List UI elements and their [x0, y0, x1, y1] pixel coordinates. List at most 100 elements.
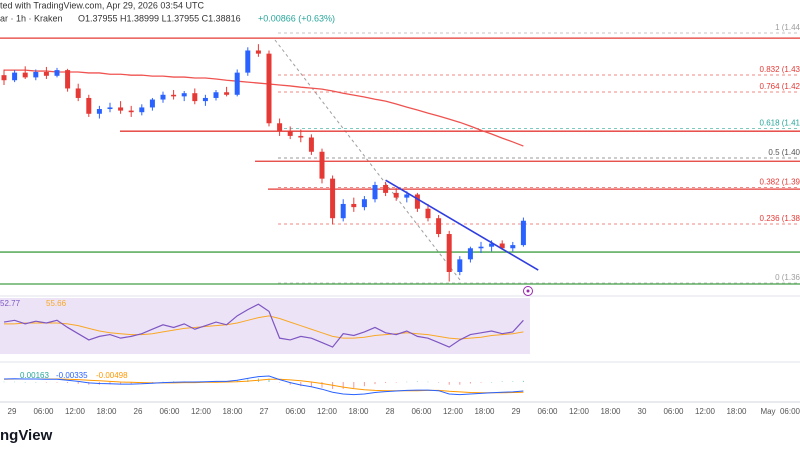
- header-change: +0.00866 (+0.63%): [258, 13, 335, 23]
- candle-body: [160, 94, 166, 100]
- macd-hist: [321, 382, 323, 388]
- rsi-line: [3, 303, 524, 348]
- candle-body: [436, 218, 442, 235]
- macd-hist: [109, 382, 111, 385]
- x-tick-label: 12:00: [317, 407, 338, 416]
- macd-hist: [77, 382, 79, 384]
- fib-label: 0.618 (1.41: [760, 119, 800, 128]
- macd-hist: [310, 382, 312, 387]
- fib-label: 0.236 (1.38: [760, 214, 800, 223]
- x-tick-label: 18:00: [726, 407, 747, 416]
- macd-hist: [374, 382, 376, 385]
- fib-connector: [274, 39, 461, 281]
- macd-hist: [491, 382, 493, 383]
- candle-body: [467, 248, 473, 260]
- macd-hist: [24, 382, 26, 383]
- candle-body: [372, 184, 378, 200]
- candle-body: [457, 259, 463, 272]
- candle-body: [414, 194, 420, 209]
- macd-hist: [438, 382, 440, 383]
- macd-hist: [406, 381, 408, 383]
- macd-hist: [522, 380, 524, 382]
- x-tick-label: 29: [512, 407, 521, 416]
- candle-body: [118, 107, 124, 111]
- candle-body: [234, 72, 240, 95]
- header-source: ted with TradingView.com, Apr 29, 2026 0…: [0, 0, 204, 10]
- x-tick-label: 18:00: [348, 407, 369, 416]
- signal-value: -0.00498: [96, 371, 128, 380]
- candle-body: [255, 50, 261, 54]
- candle-body: [96, 109, 102, 114]
- macd-hist: [448, 382, 450, 385]
- candle-body: [520, 220, 526, 246]
- x-tick-label: 06:00: [780, 407, 800, 416]
- x-tick-label: 27: [260, 407, 269, 416]
- candle-body: [340, 203, 346, 219]
- x-tick-label: 18:00: [96, 407, 117, 416]
- candle-body: [383, 184, 389, 193]
- macd-hist: [3, 381, 5, 383]
- candle-body: [54, 70, 60, 76]
- candle-body: [351, 203, 357, 208]
- x-tick-label: 06:00: [411, 407, 432, 416]
- candle-body: [171, 94, 177, 97]
- x-tick-label: 06:00: [663, 407, 684, 416]
- candle-body: [213, 92, 219, 98]
- macd-hist: [469, 382, 471, 384]
- x-tick-label: 18:00: [474, 407, 495, 416]
- x-tick-label: 06:00: [285, 407, 306, 416]
- macd-hist: [268, 378, 270, 382]
- alert-icon: [523, 286, 533, 296]
- candle-body: [202, 97, 208, 102]
- candle-body: [22, 72, 28, 78]
- x-tick-label: 30: [638, 407, 647, 416]
- candle-body: [510, 245, 516, 249]
- x-tick-label: 26: [134, 407, 143, 416]
- fib-label: 0.5 (1.40: [768, 148, 800, 157]
- candle-body: [478, 246, 484, 249]
- candle-body: [499, 243, 505, 249]
- candle-body: [425, 208, 431, 219]
- candle-body: [266, 53, 272, 124]
- candle-body: [308, 137, 314, 152]
- rsi-ma: [4, 315, 524, 340]
- macd-hist: [363, 382, 365, 387]
- fib-label: 0.764 (1.42: [760, 82, 800, 91]
- x-tick-label: 06:00: [159, 407, 180, 416]
- header-ohlc: O1.37955 H1.38999 L1.37955 C1.38816: [78, 13, 241, 23]
- candle-body: [75, 88, 81, 98]
- trendline: [385, 179, 539, 271]
- macd-hist: [14, 381, 16, 383]
- candle-body: [139, 107, 145, 113]
- candle-body: [330, 178, 336, 219]
- candle-body: [245, 50, 251, 73]
- candle-body: [489, 243, 495, 247]
- fib-label: 1 (1.44: [775, 23, 800, 32]
- candle-body: [128, 110, 134, 113]
- candle-body: [298, 135, 304, 138]
- macd-hist: [459, 382, 461, 385]
- macd-hist: [173, 381, 175, 382]
- macd-hist: [151, 382, 153, 383]
- macd-hist: [279, 382, 281, 383]
- fib-label: 0.832 (1.43: [760, 65, 800, 74]
- macd-hist: [395, 382, 397, 383]
- logo: ngView: [0, 427, 53, 444]
- macd-value: -0.00335: [56, 371, 88, 380]
- rsi-value: 52.77: [0, 299, 21, 308]
- x-tick-label: 28: [386, 407, 395, 416]
- candle-body: [107, 107, 113, 110]
- x-tick-label: May: [760, 407, 775, 416]
- x-tick-label: 29: [8, 407, 17, 416]
- macd-hist: [416, 381, 418, 382]
- macd-hist: [120, 382, 122, 385]
- candle-body: [361, 199, 367, 208]
- x-tick-label: 06:00: [537, 407, 558, 416]
- rsi-band: [0, 298, 530, 354]
- candle-body: [446, 234, 452, 272]
- candle-body: [224, 92, 230, 95]
- moving-average: [4, 69, 524, 147]
- macd-hist: [56, 382, 58, 383]
- candle-body: [43, 72, 49, 76]
